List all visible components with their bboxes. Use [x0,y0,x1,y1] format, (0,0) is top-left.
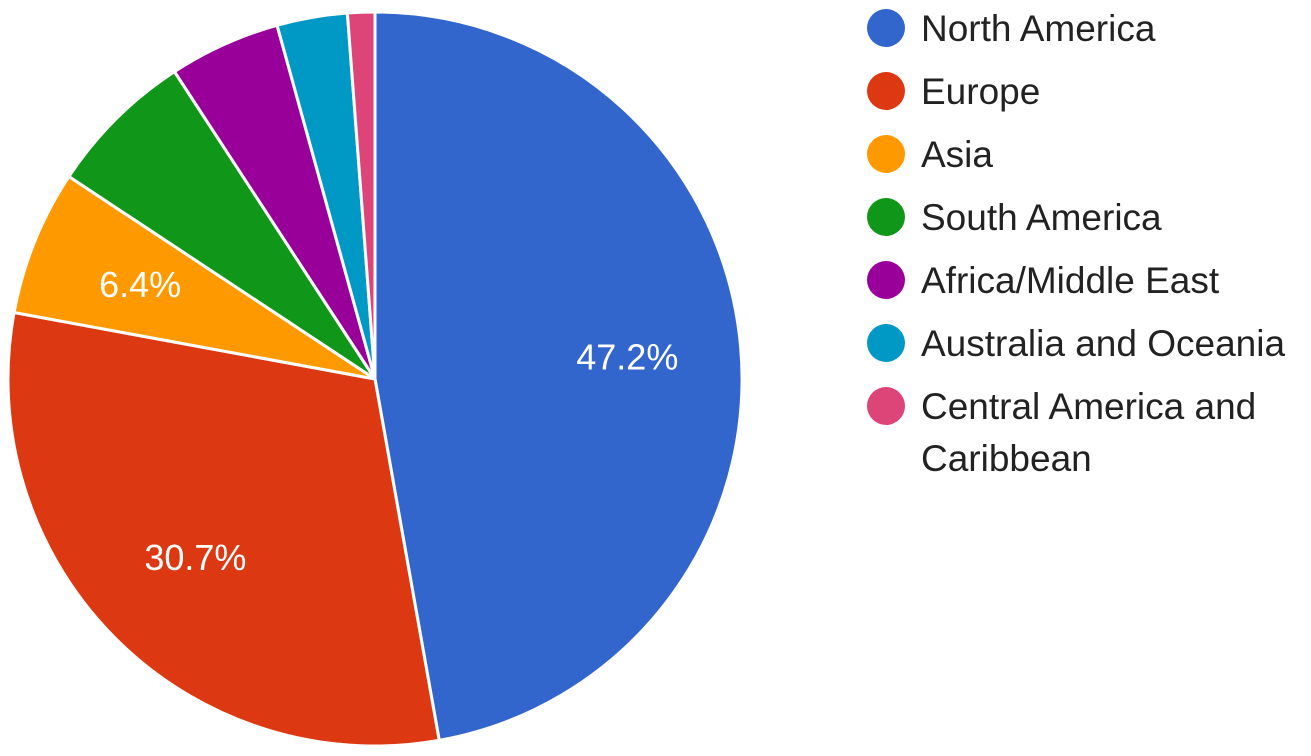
pie-data-labels: 47.2% 30.7% 6.4% [99,264,678,578]
legend-label-central-america-and-caribbean: Central America and Caribbean [921,386,1256,479]
data-label-north-america: 47.2% [576,336,678,377]
legend-label-europe: Europe [921,71,1040,112]
pie-slice-central-america-and-caribbean[interactable] [345,10,377,381]
legend-item-south-america[interactable]: South America [867,197,1162,238]
legend-swatch-north-america [867,9,905,47]
pie-slice-north-america[interactable] [373,10,744,742]
legend-label-south-america: South America [921,197,1162,238]
legend-label-australia-and-oceania: Australia and Oceania [921,323,1285,364]
legend-item-asia[interactable]: Asia [867,134,993,175]
legend-swatch-africa-middle-east [867,261,905,299]
legend-swatch-europe [867,72,905,110]
legend-item-europe[interactable]: Europe [867,71,1040,112]
pie-slices [6,10,744,748]
legend-swatch-south-america [867,198,905,236]
legend-label-north-america: North America [921,8,1156,49]
legend-item-australia-and-oceania[interactable]: Australia and Oceania [867,323,1285,364]
legend-swatch-australia-and-oceania [867,324,905,362]
pie-slice-asia[interactable] [12,175,377,381]
legend-label-asia: Asia [921,134,993,175]
pie-slice-south-america[interactable] [67,70,377,381]
legend-item-africa-middle-east[interactable]: Africa/Middle East [867,260,1220,301]
legend-item-north-america[interactable]: North America [867,8,1156,49]
data-label-europe: 30.7% [144,537,246,578]
legend-label-africa-middle-east: Africa/Middle East [921,260,1220,301]
legend-item-central-america-and-caribbean[interactable]: Central America and Caribbean [867,386,1256,479]
legend: North America Europe Asia South America Afri… [867,8,1285,479]
legend-swatch-central-america-and-caribbean [867,387,905,425]
legend-swatch-asia [867,135,905,173]
data-label-asia: 6.4% [99,264,181,305]
pie-slice-europe[interactable] [6,311,441,748]
